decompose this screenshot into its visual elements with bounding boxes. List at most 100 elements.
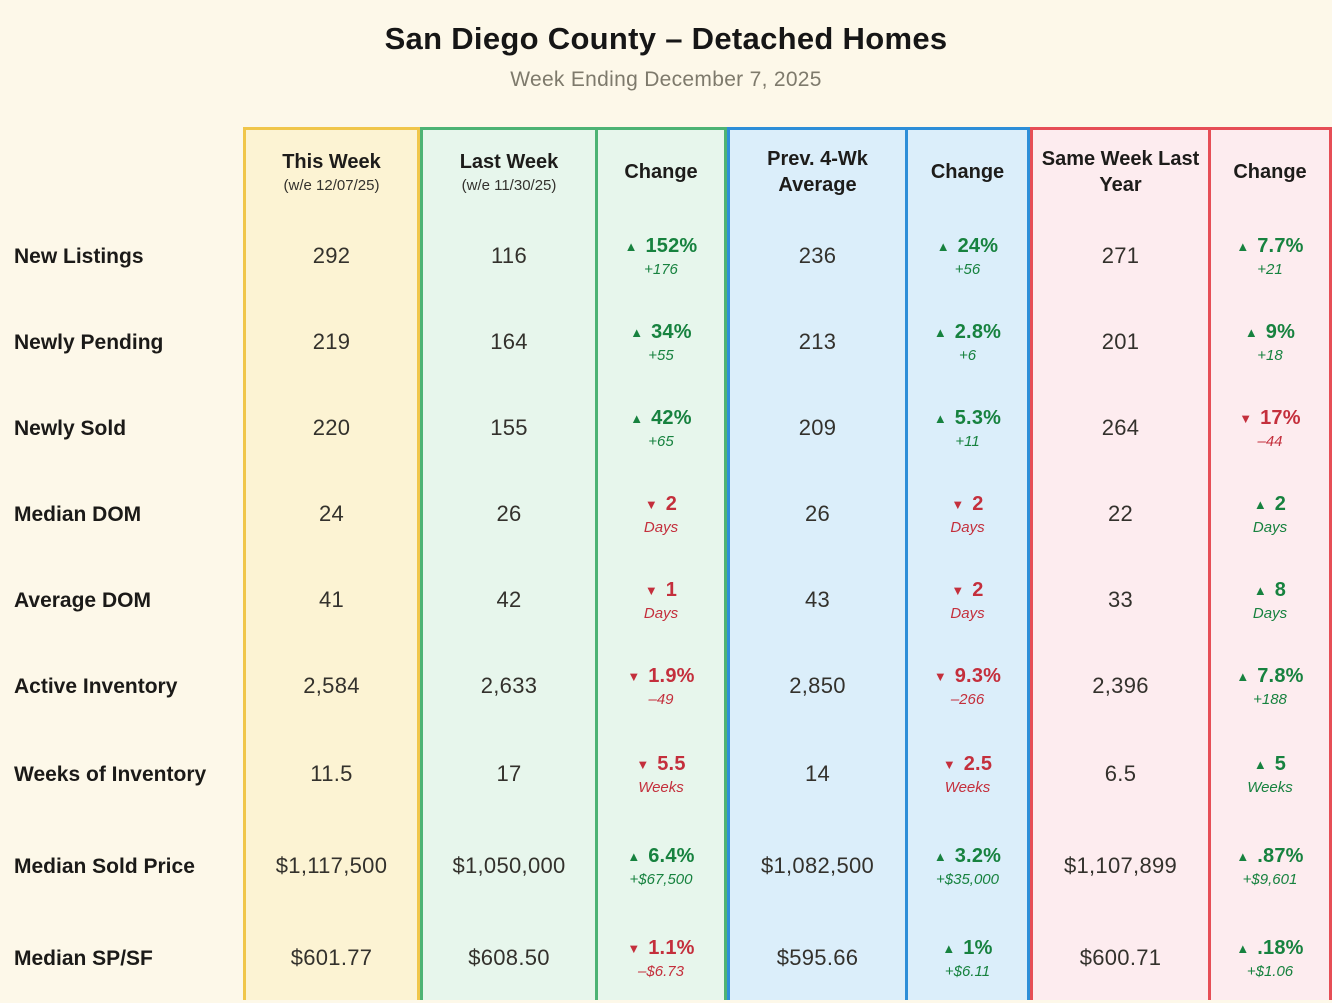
change-cell: ▲ 1% +$6.11 <box>908 913 1027 1003</box>
change-sub: –266 <box>950 690 985 708</box>
change-value: 8 <box>1274 578 1287 601</box>
change-sub: Days <box>643 518 679 536</box>
value-cell: $600.71 <box>1079 945 1162 970</box>
change-main: ▲ 2 <box>1254 493 1286 516</box>
change-main: ▲ 3.2% <box>934 845 1001 868</box>
metric-label: Average DOM <box>14 588 151 612</box>
metric-header-spacer <box>0 127 243 213</box>
down-arrow-icon: ▼ <box>1239 410 1253 426</box>
change-value: 2.8% <box>954 320 1002 343</box>
change-sub: +18 <box>1257 346 1283 364</box>
change-cell: ▲ 34% +55 <box>598 299 724 385</box>
metric-label: Active Inventory <box>14 674 178 698</box>
value-cell: 213 <box>798 329 837 354</box>
column-header: Change <box>598 130 724 213</box>
change-cell: ▲ 3.2% +$35,000 <box>908 819 1027 913</box>
change-sub: –49 <box>648 690 674 708</box>
value-cell: 292 <box>312 243 351 268</box>
change-cell: ▲ 6.4% +$67,500 <box>598 819 724 913</box>
change-value: 9% <box>1265 320 1296 343</box>
change-main: ▼ 2 <box>645 493 677 516</box>
change-cell: ▲ 24% +56 <box>908 213 1027 299</box>
change-sub: –44 <box>1257 432 1283 450</box>
change-value: 17% <box>1260 406 1301 429</box>
up-arrow-icon: ▲ <box>942 940 956 956</box>
change-value: 42% <box>651 406 692 429</box>
value-cell: 6.5 <box>1104 761 1137 786</box>
change-cell: ▲ 5 Weeks <box>1211 729 1329 819</box>
change-cell: ▼ 1.1% –$6.73 <box>598 913 724 1003</box>
down-arrow-icon: ▼ <box>627 940 641 956</box>
change-main: ▼ 17% <box>1239 407 1301 430</box>
change-main: ▼ 5.5 <box>636 753 685 776</box>
down-arrow-icon: ▼ <box>644 496 658 512</box>
up-arrow-icon: ▲ <box>630 324 644 340</box>
column-header: Last Week (w/e 11/30/25) <box>423 130 595 213</box>
change-main: ▼ 1 <box>645 579 677 602</box>
up-arrow-icon: ▲ <box>1236 668 1250 684</box>
change-main: ▲ 24% <box>937 235 999 258</box>
change-cell: ▼ 9.3% –266 <box>908 643 1027 729</box>
down-arrow-icon: ▼ <box>636 756 650 772</box>
change-value: 9.3% <box>954 664 1002 687</box>
change-cell: ▲ .18% +$1.06 <box>1211 913 1329 1003</box>
column-title: Change <box>1233 160 1307 183</box>
value-cell: $595.66 <box>776 945 859 970</box>
value-cell: 2,633 <box>480 673 538 698</box>
down-arrow-icon: ▼ <box>942 756 956 772</box>
column-title: Change <box>930 160 1005 183</box>
change-main: ▲ 1% <box>942 937 992 960</box>
value-cell: 2,850 <box>789 673 846 698</box>
value-cell: 201 <box>1101 329 1140 354</box>
column-header: Prev. 4-Wk Average <box>730 130 905 213</box>
stats-table: New Listings Newly Pending Newly Sold Media… <box>0 127 1332 1000</box>
up-arrow-icon: ▲ <box>624 238 638 254</box>
column-last_week: Last Week (w/e 11/30/25) 116 164 155 26 42 2,63… <box>420 127 595 1000</box>
metric-label: Newly Sold <box>14 416 127 440</box>
value-cell: $608.50 <box>468 945 550 970</box>
value-cell: 43 <box>804 587 831 612</box>
up-arrow-icon: ▲ <box>1253 496 1267 512</box>
change-sub: +$35,000 <box>936 870 999 888</box>
value-cell: 264 <box>1101 415 1140 440</box>
change-sub: Days <box>950 604 985 622</box>
value-cell: 33 <box>1107 587 1134 612</box>
column-subtitle: (w/e 12/07/25) <box>283 177 380 194</box>
change-main: ▲ 7.8% <box>1236 665 1303 688</box>
up-arrow-icon: ▲ <box>630 410 644 426</box>
value-cell: 22 <box>1107 501 1134 526</box>
change-sub: +188 <box>1253 690 1287 708</box>
change-sub: Weeks <box>638 778 684 796</box>
change-value: 24% <box>957 234 999 257</box>
change-main: ▲ 34% <box>630 321 692 344</box>
column-change_vs_4wk_average: Change ▲ 24% +56 ▲ 2.8% +6 ▲ 5.3% +11 ▼ 2 Days ▼ 2 Days… <box>905 127 1030 1000</box>
change-value: 7.8% <box>1257 664 1304 687</box>
page-title: San Diego County – Detached Homes <box>384 21 948 56</box>
column-header: Same Week Last Year <box>1033 130 1208 213</box>
change-value: 1 <box>665 578 678 601</box>
value-cell: 2,396 <box>1092 673 1149 698</box>
up-arrow-icon: ▲ <box>627 848 641 864</box>
value-cell: 17 <box>496 761 522 786</box>
metric-label: Median SP/SF <box>14 946 153 970</box>
change-sub: +$1.06 <box>1246 962 1294 980</box>
value-cell: 26 <box>804 501 831 526</box>
value-cell: 220 <box>312 415 351 440</box>
column-change_vs_last_year: Change ▲ 7.7% +21 ▲ 9% +18 ▼ 17% –44 ▲ 2 Days ▲ 8 Days ▲… <box>1208 127 1332 1000</box>
value-cell: 271 <box>1101 243 1140 268</box>
change-value: 152% <box>645 234 698 257</box>
change-cell: ▼ 2 Days <box>598 471 724 557</box>
change-main: ▲ 5 <box>1254 753 1286 776</box>
column-title: Change <box>624 160 698 183</box>
up-arrow-icon: ▲ <box>933 410 947 426</box>
change-sub: Weeks <box>1247 778 1293 796</box>
change-sub: Days <box>1252 604 1288 622</box>
change-main: ▲ 5.3% <box>934 407 1001 430</box>
change-main: ▲ 9% <box>1245 321 1295 344</box>
value-cell: 219 <box>312 329 351 354</box>
value-cell: 236 <box>798 243 837 268</box>
change-cell: ▲ 2 Days <box>1211 471 1329 557</box>
column-title: Same Week Last Year <box>1041 147 1200 196</box>
metric-label-column: New Listings Newly Pending Newly Sold Media… <box>0 127 243 1000</box>
